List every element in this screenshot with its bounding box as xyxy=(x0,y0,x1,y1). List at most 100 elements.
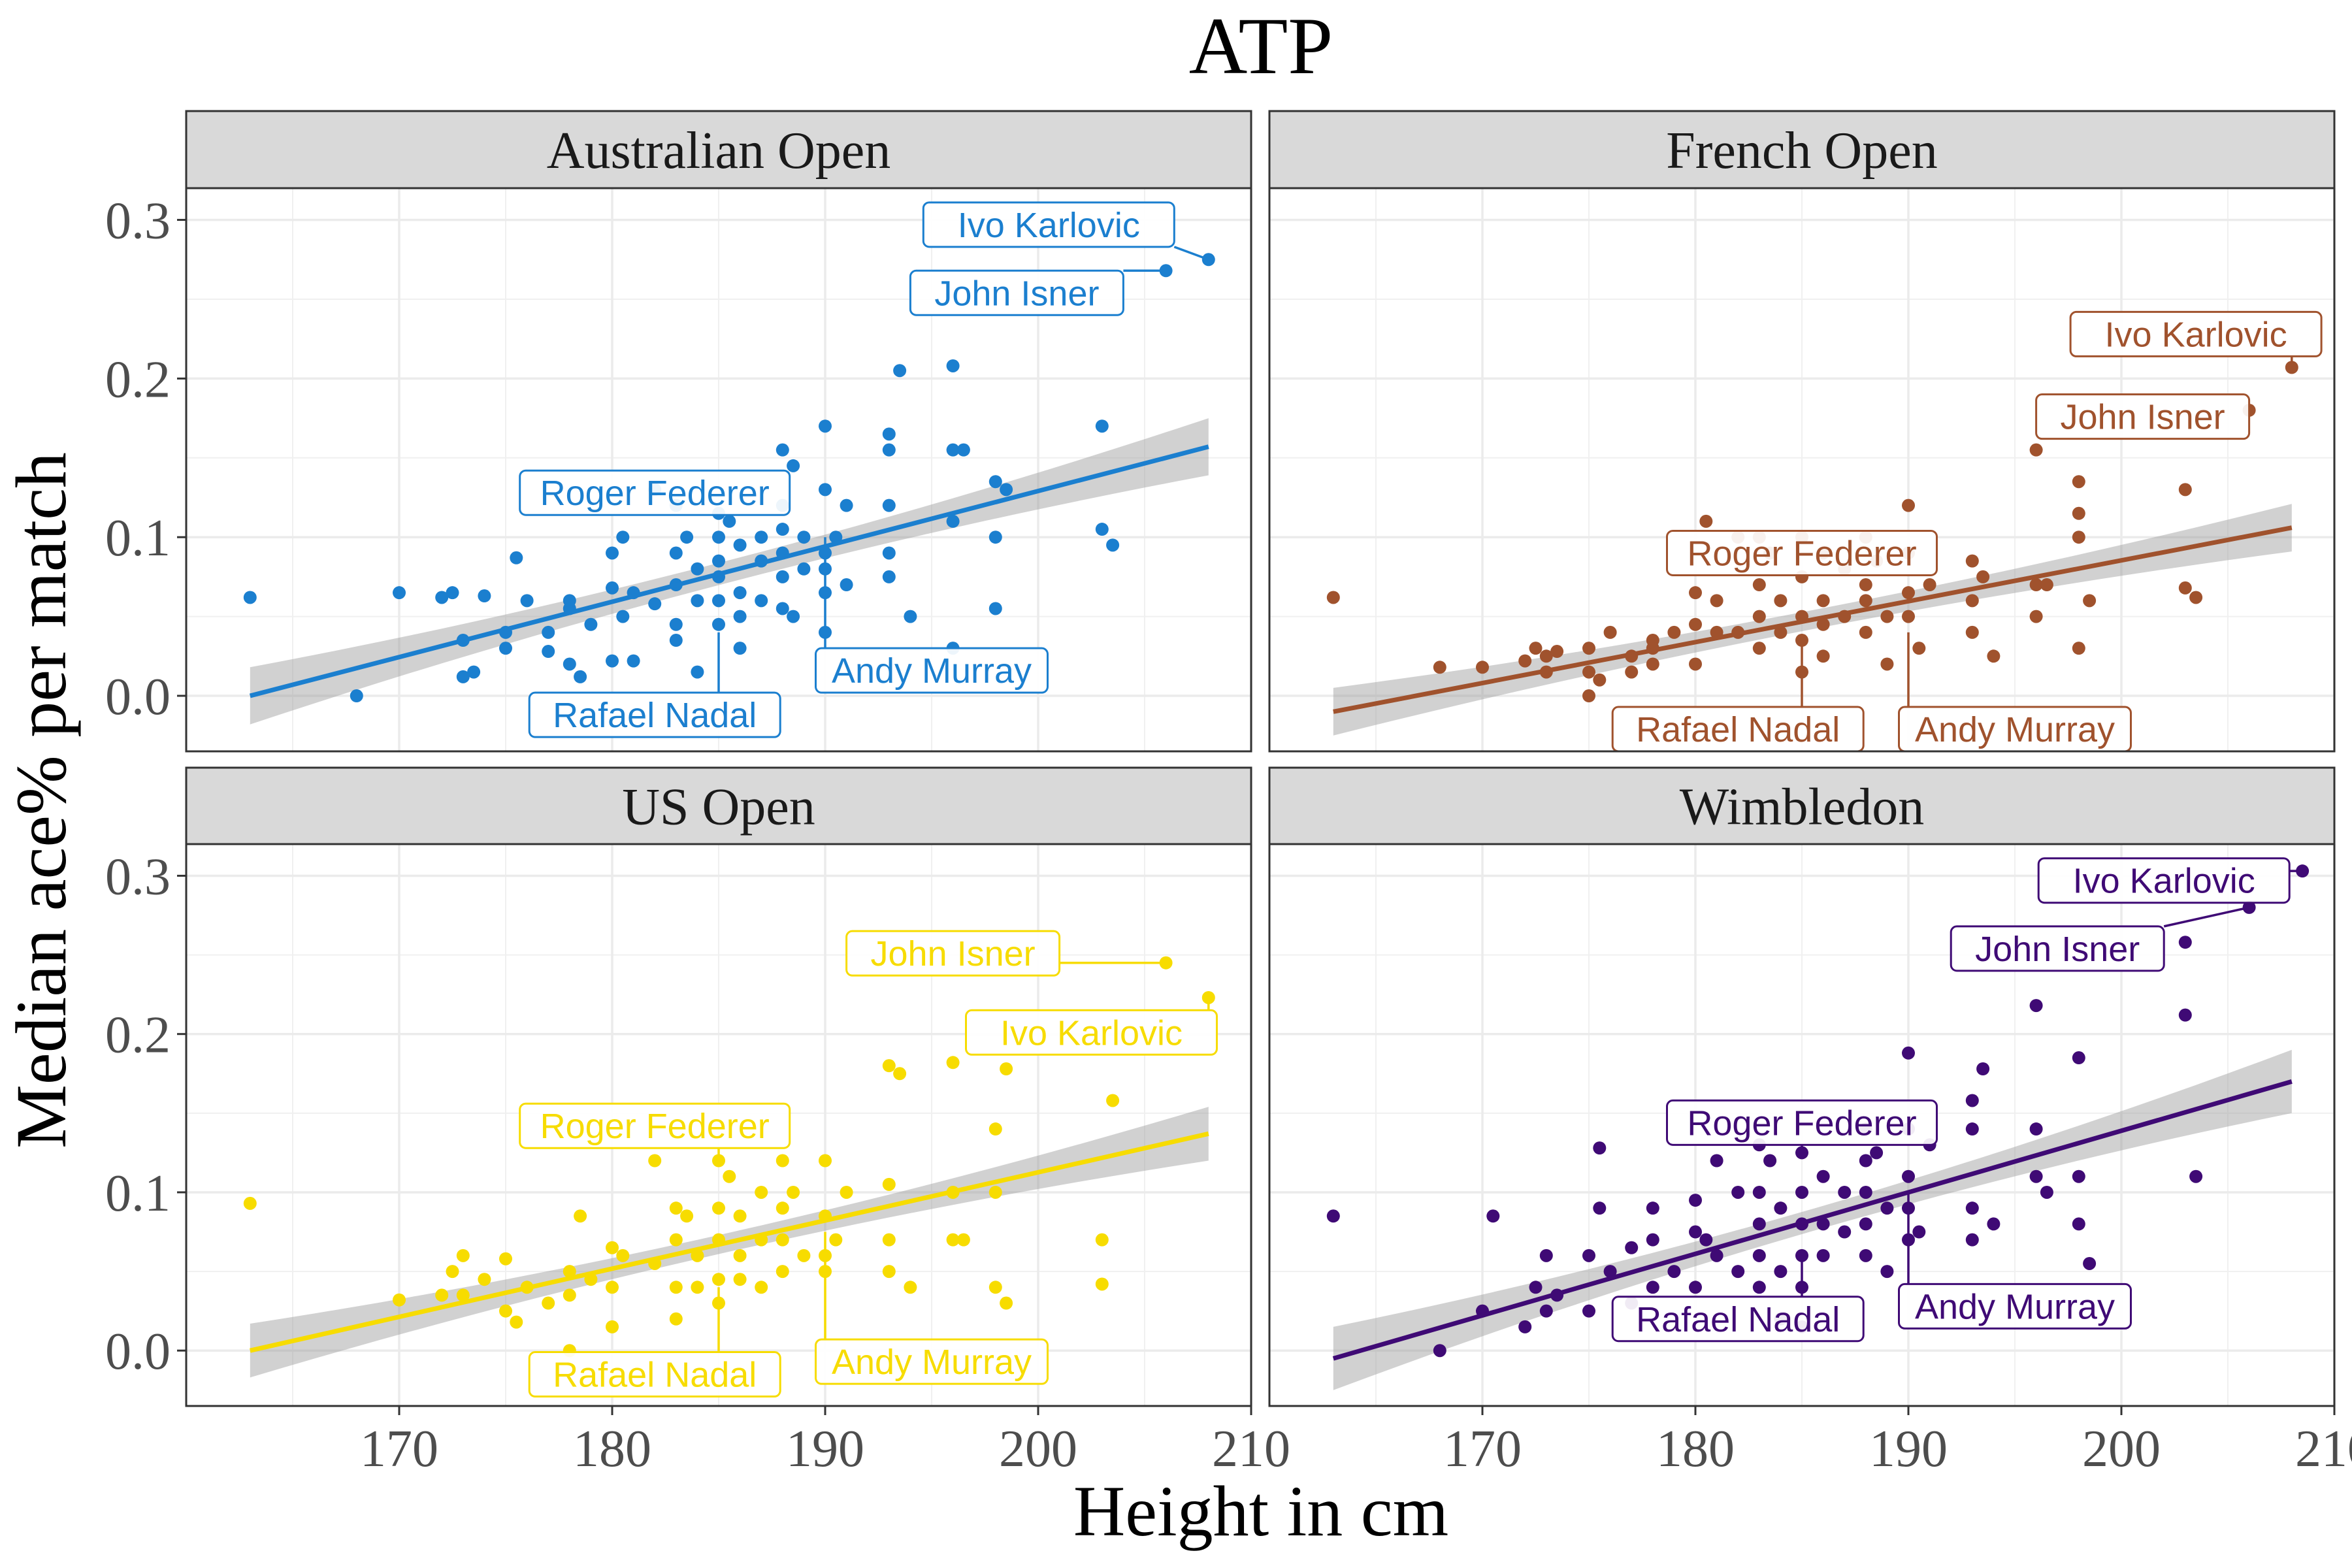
data-point xyxy=(755,1281,768,1294)
label-text: Andy Murray xyxy=(832,1343,1032,1382)
label-text: John Isner xyxy=(934,274,1099,313)
data-point xyxy=(1433,1344,1446,1358)
panel-french-open: French Open Ivo Karlovic John Isner Roger F… xyxy=(1268,110,2336,753)
label-box xyxy=(965,1009,1218,1056)
x-tick-label: 180 xyxy=(573,1420,651,1478)
data-point xyxy=(606,581,619,595)
panel-us-open: US Open John Isner Ivo Karlovic Roger Feder… xyxy=(105,766,1290,1478)
data-point xyxy=(1816,1249,1830,1262)
data-point xyxy=(563,657,576,671)
data-point xyxy=(712,1273,725,1286)
data-point xyxy=(776,443,789,457)
strip-background xyxy=(185,110,1252,189)
data-point xyxy=(669,1233,683,1247)
data-point xyxy=(946,514,960,528)
strip-title: Australian Open xyxy=(547,122,891,180)
player-label: Andy Murray xyxy=(815,537,1049,694)
panel-border xyxy=(1268,187,2336,753)
data-point xyxy=(1625,1241,1639,1254)
data-point xyxy=(478,589,491,603)
data-point xyxy=(669,546,683,560)
data-point xyxy=(446,1265,459,1279)
player-label: Ivo Karlovic xyxy=(2037,857,2303,904)
data-point xyxy=(1987,1217,2001,1231)
data-point xyxy=(1965,1122,1979,1136)
panels-layer: Australian Open Ivo Karlovic John Isner Rog… xyxy=(105,110,2352,1478)
data-point xyxy=(882,498,896,512)
data-point xyxy=(755,531,768,544)
player-label: John Isner xyxy=(2035,393,2251,440)
data-point xyxy=(1965,1094,1979,1107)
data-point xyxy=(510,551,523,564)
x-tick-label: 210 xyxy=(1212,1420,1290,1478)
data-point xyxy=(243,1196,257,1210)
data-point xyxy=(393,1293,406,1307)
y-tick-label: 0.0 xyxy=(105,1323,171,1380)
data-point xyxy=(1987,649,2001,663)
y-tick-label: 0.2 xyxy=(105,1007,171,1064)
data-point xyxy=(1000,483,1013,497)
data-point xyxy=(669,634,683,647)
data-point xyxy=(1689,1281,1702,1294)
data-point xyxy=(882,427,896,441)
y-tick-label: 0.0 xyxy=(105,668,171,726)
data-point xyxy=(1902,610,1915,623)
data-point xyxy=(776,1265,789,1279)
label-box xyxy=(519,469,791,516)
label-box xyxy=(1950,925,2165,972)
data-point xyxy=(574,1209,587,1223)
data-point xyxy=(499,642,512,655)
data-point xyxy=(882,1233,896,1247)
data-point xyxy=(1646,1281,1659,1294)
data-point xyxy=(1646,657,1659,671)
data-point xyxy=(1539,1249,1553,1262)
data-point xyxy=(1976,1062,1990,1075)
data-point xyxy=(1816,1217,1830,1231)
data-point xyxy=(1902,498,1915,512)
data-point xyxy=(723,1169,736,1183)
data-point xyxy=(648,597,662,611)
label-box xyxy=(815,1338,1049,1385)
data-point xyxy=(904,1281,917,1294)
chart-title: ATP xyxy=(1189,1,1333,91)
data-point xyxy=(691,594,704,608)
label-box xyxy=(1898,1282,2132,1330)
data-point xyxy=(1731,1185,1745,1199)
label-leader-line xyxy=(2163,906,2249,928)
data-point xyxy=(1326,591,1340,604)
data-point xyxy=(691,1281,704,1294)
data-point xyxy=(435,591,449,604)
strip-background xyxy=(1268,110,2336,189)
data-point xyxy=(776,602,789,615)
data-point xyxy=(1859,1249,1872,1262)
data-point xyxy=(563,594,576,608)
data-point xyxy=(882,1059,896,1073)
data-point xyxy=(946,443,960,457)
y-axis-title: Median ace% per match xyxy=(1,452,81,1149)
data-point xyxy=(988,1122,1002,1136)
data-point xyxy=(1795,1185,1808,1199)
data-point xyxy=(691,562,704,576)
label-text: Rafael Nadal xyxy=(553,1356,757,1395)
label-box xyxy=(1666,529,1938,576)
player-label: Rafael Nadal xyxy=(528,632,781,738)
data-point xyxy=(1976,570,1990,583)
data-point xyxy=(882,1177,896,1191)
x-tick-label: 200 xyxy=(999,1420,1077,1478)
data-point xyxy=(1912,1225,1926,1239)
player-label: Roger Federer xyxy=(1666,529,1938,576)
data-point xyxy=(2083,1256,2097,1270)
data-point xyxy=(712,1201,725,1215)
data-point xyxy=(776,1233,789,1247)
data-point xyxy=(755,594,768,608)
data-point xyxy=(2072,1169,2085,1183)
player-label: Roger Federer xyxy=(519,1102,791,1161)
label-box xyxy=(845,930,1061,977)
player-labels: John Isner Ivo Karlovic Roger Federer Rafae… xyxy=(519,930,1218,1398)
data-point xyxy=(1859,594,1872,608)
player-label: John Isner xyxy=(1950,906,2249,972)
data-point xyxy=(1646,1233,1659,1247)
panel-border xyxy=(185,187,1252,753)
x-tick-label: 200 xyxy=(2082,1420,2161,1478)
label-text: Rafael Nadal xyxy=(1636,1300,1840,1339)
